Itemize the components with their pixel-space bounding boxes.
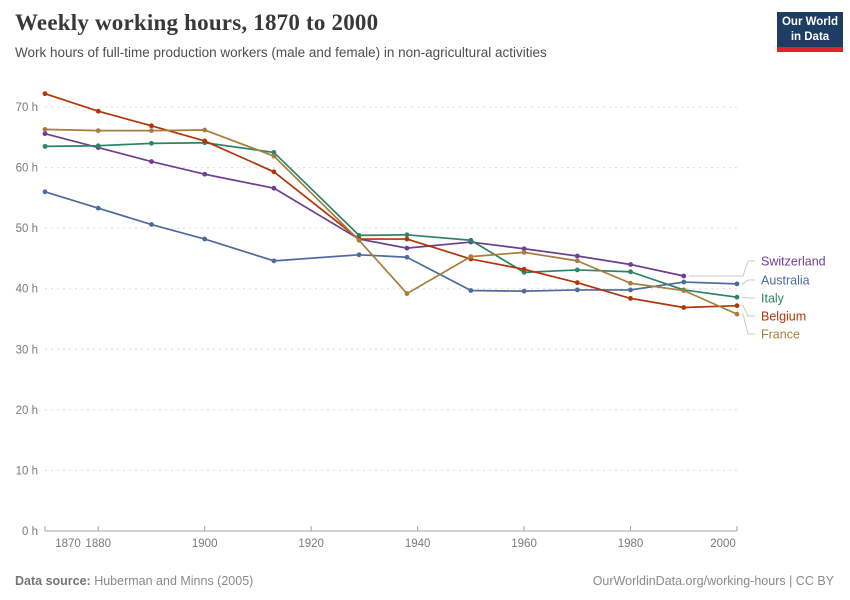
x-tick-label-2000: 2000 — [710, 538, 736, 550]
y-tick-label-40: 40 h — [16, 284, 38, 296]
owid-logo-line1: Our World — [781, 16, 838, 29]
data-point-france — [42, 127, 48, 132]
data-source: Data source: Huberman and Minns (2005) — [15, 574, 253, 588]
y-tick-label-60: 60 h — [16, 163, 38, 175]
data-point-italy — [356, 233, 362, 238]
data-point-france — [734, 311, 740, 317]
data-point-belgium — [42, 91, 48, 97]
data-point-australia — [404, 254, 410, 260]
data-point-italy — [95, 143, 101, 149]
legend-connector-belgium — [742, 305, 755, 317]
data-point-belgium — [271, 169, 277, 175]
data-point-australia — [95, 205, 101, 211]
data-point-france — [95, 128, 101, 134]
credit-link[interactable]: OurWorldinData.org/working-hours | CC BY — [592, 574, 834, 588]
data-point-belgium — [734, 303, 740, 309]
data-point-switzerland — [574, 253, 580, 259]
data-point-australia — [468, 288, 474, 293]
data-source-label: Data source: — [15, 574, 91, 588]
data-point-france — [202, 127, 208, 133]
data-point-belgium — [574, 280, 580, 286]
data-point-france — [681, 288, 687, 293]
data-point-belgium — [628, 296, 633, 301]
data-point-australia — [202, 236, 208, 242]
data-point-switzerland — [521, 246, 527, 252]
data-point-belgium — [681, 305, 687, 310]
data-point-australia — [271, 258, 277, 264]
x-tick-label-1960: 1960 — [511, 538, 537, 550]
series-line-switzerland[interactable] — [44, 132, 684, 277]
data-point-france — [149, 128, 154, 134]
data-point-switzerland — [42, 131, 48, 137]
x-tick-label-1920: 1920 — [298, 538, 324, 550]
x-tick-label-1880: 1880 — [85, 538, 111, 550]
legend-label-belgium[interactable]: Belgium — [761, 310, 806, 324]
y-tick-label-0: 0 h — [22, 526, 38, 538]
y-tick-label-50: 50 h — [16, 223, 38, 235]
legend-connector-france — [742, 313, 755, 335]
data-point-belgium — [521, 266, 527, 272]
data-point-australia — [149, 222, 154, 227]
data-source-value: Huberman and Minns (2005) — [90, 574, 254, 588]
data-point-switzerland — [404, 245, 410, 251]
legend-label-switzerland[interactable]: Switzerland — [761, 255, 826, 269]
data-point-italy — [42, 143, 48, 149]
legend-connector-switzerland — [688, 260, 755, 277]
data-point-france — [574, 258, 580, 264]
data-point-australia — [628, 287, 633, 293]
owid-logo[interactable]: Our World in Data — [777, 12, 843, 52]
chart-header: Weekly working hours, 1870 to 2000 Work … — [15, 10, 775, 60]
legend-label-australia[interactable]: Australia — [761, 274, 810, 288]
data-point-belgium — [404, 236, 410, 242]
data-point-italy — [404, 232, 410, 238]
data-point-france — [356, 237, 362, 243]
series-line-italy[interactable] — [44, 141, 738, 299]
data-point-australia — [521, 288, 527, 294]
data-point-france — [404, 291, 410, 296]
data-point-france — [468, 254, 474, 260]
data-point-italy — [468, 237, 474, 243]
y-tick-label-30: 30 h — [16, 344, 38, 356]
data-point-australia — [356, 252, 362, 258]
data-point-france — [521, 249, 527, 255]
x-tick-label-1980: 1980 — [618, 538, 644, 550]
legend-label-italy[interactable]: Italy — [761, 292, 785, 306]
data-point-italy — [149, 140, 154, 146]
data-point-australia — [734, 281, 740, 287]
y-tick-label-70: 70 h — [16, 102, 38, 114]
data-point-belgium — [95, 108, 101, 114]
data-point-switzerland — [681, 273, 687, 279]
legend-connector-italy — [742, 296, 755, 299]
x-tick-label-1940: 1940 — [405, 538, 431, 550]
data-point-switzerland — [271, 185, 277, 191]
legend-connector-australia — [742, 279, 755, 285]
data-point-italy — [734, 294, 740, 300]
page-title: Weekly working hours, 1870 to 2000 — [15, 10, 379, 35]
data-point-belgium — [202, 138, 208, 144]
data-point-australia — [681, 279, 687, 285]
data-point-switzerland — [628, 262, 633, 267]
data-point-australia — [42, 189, 48, 195]
chart-subtitle: Work hours of full-time production worke… — [15, 45, 547, 60]
data-point-france — [271, 153, 277, 159]
legend-label-france[interactable]: France — [761, 328, 800, 342]
data-point-italy — [628, 269, 633, 275]
data-point-italy — [574, 267, 580, 273]
data-point-italy — [271, 150, 277, 155]
x-tick-label-1900: 1900 — [192, 538, 218, 550]
series-line-france[interactable] — [44, 128, 738, 315]
data-point-switzerland — [149, 159, 154, 164]
y-tick-label-20: 20 h — [16, 405, 38, 417]
data-point-switzerland — [202, 171, 208, 177]
chart-footer: Data source: Huberman and Minns (2005) O… — [15, 574, 834, 588]
y-tick-label-10: 10 h — [16, 465, 38, 477]
data-point-belgium — [149, 123, 154, 129]
data-point-france — [628, 280, 633, 286]
data-point-australia — [574, 287, 580, 293]
owid-logo-line2: in Data — [790, 30, 830, 43]
x-tick-label-1870: 1870 — [55, 538, 81, 550]
